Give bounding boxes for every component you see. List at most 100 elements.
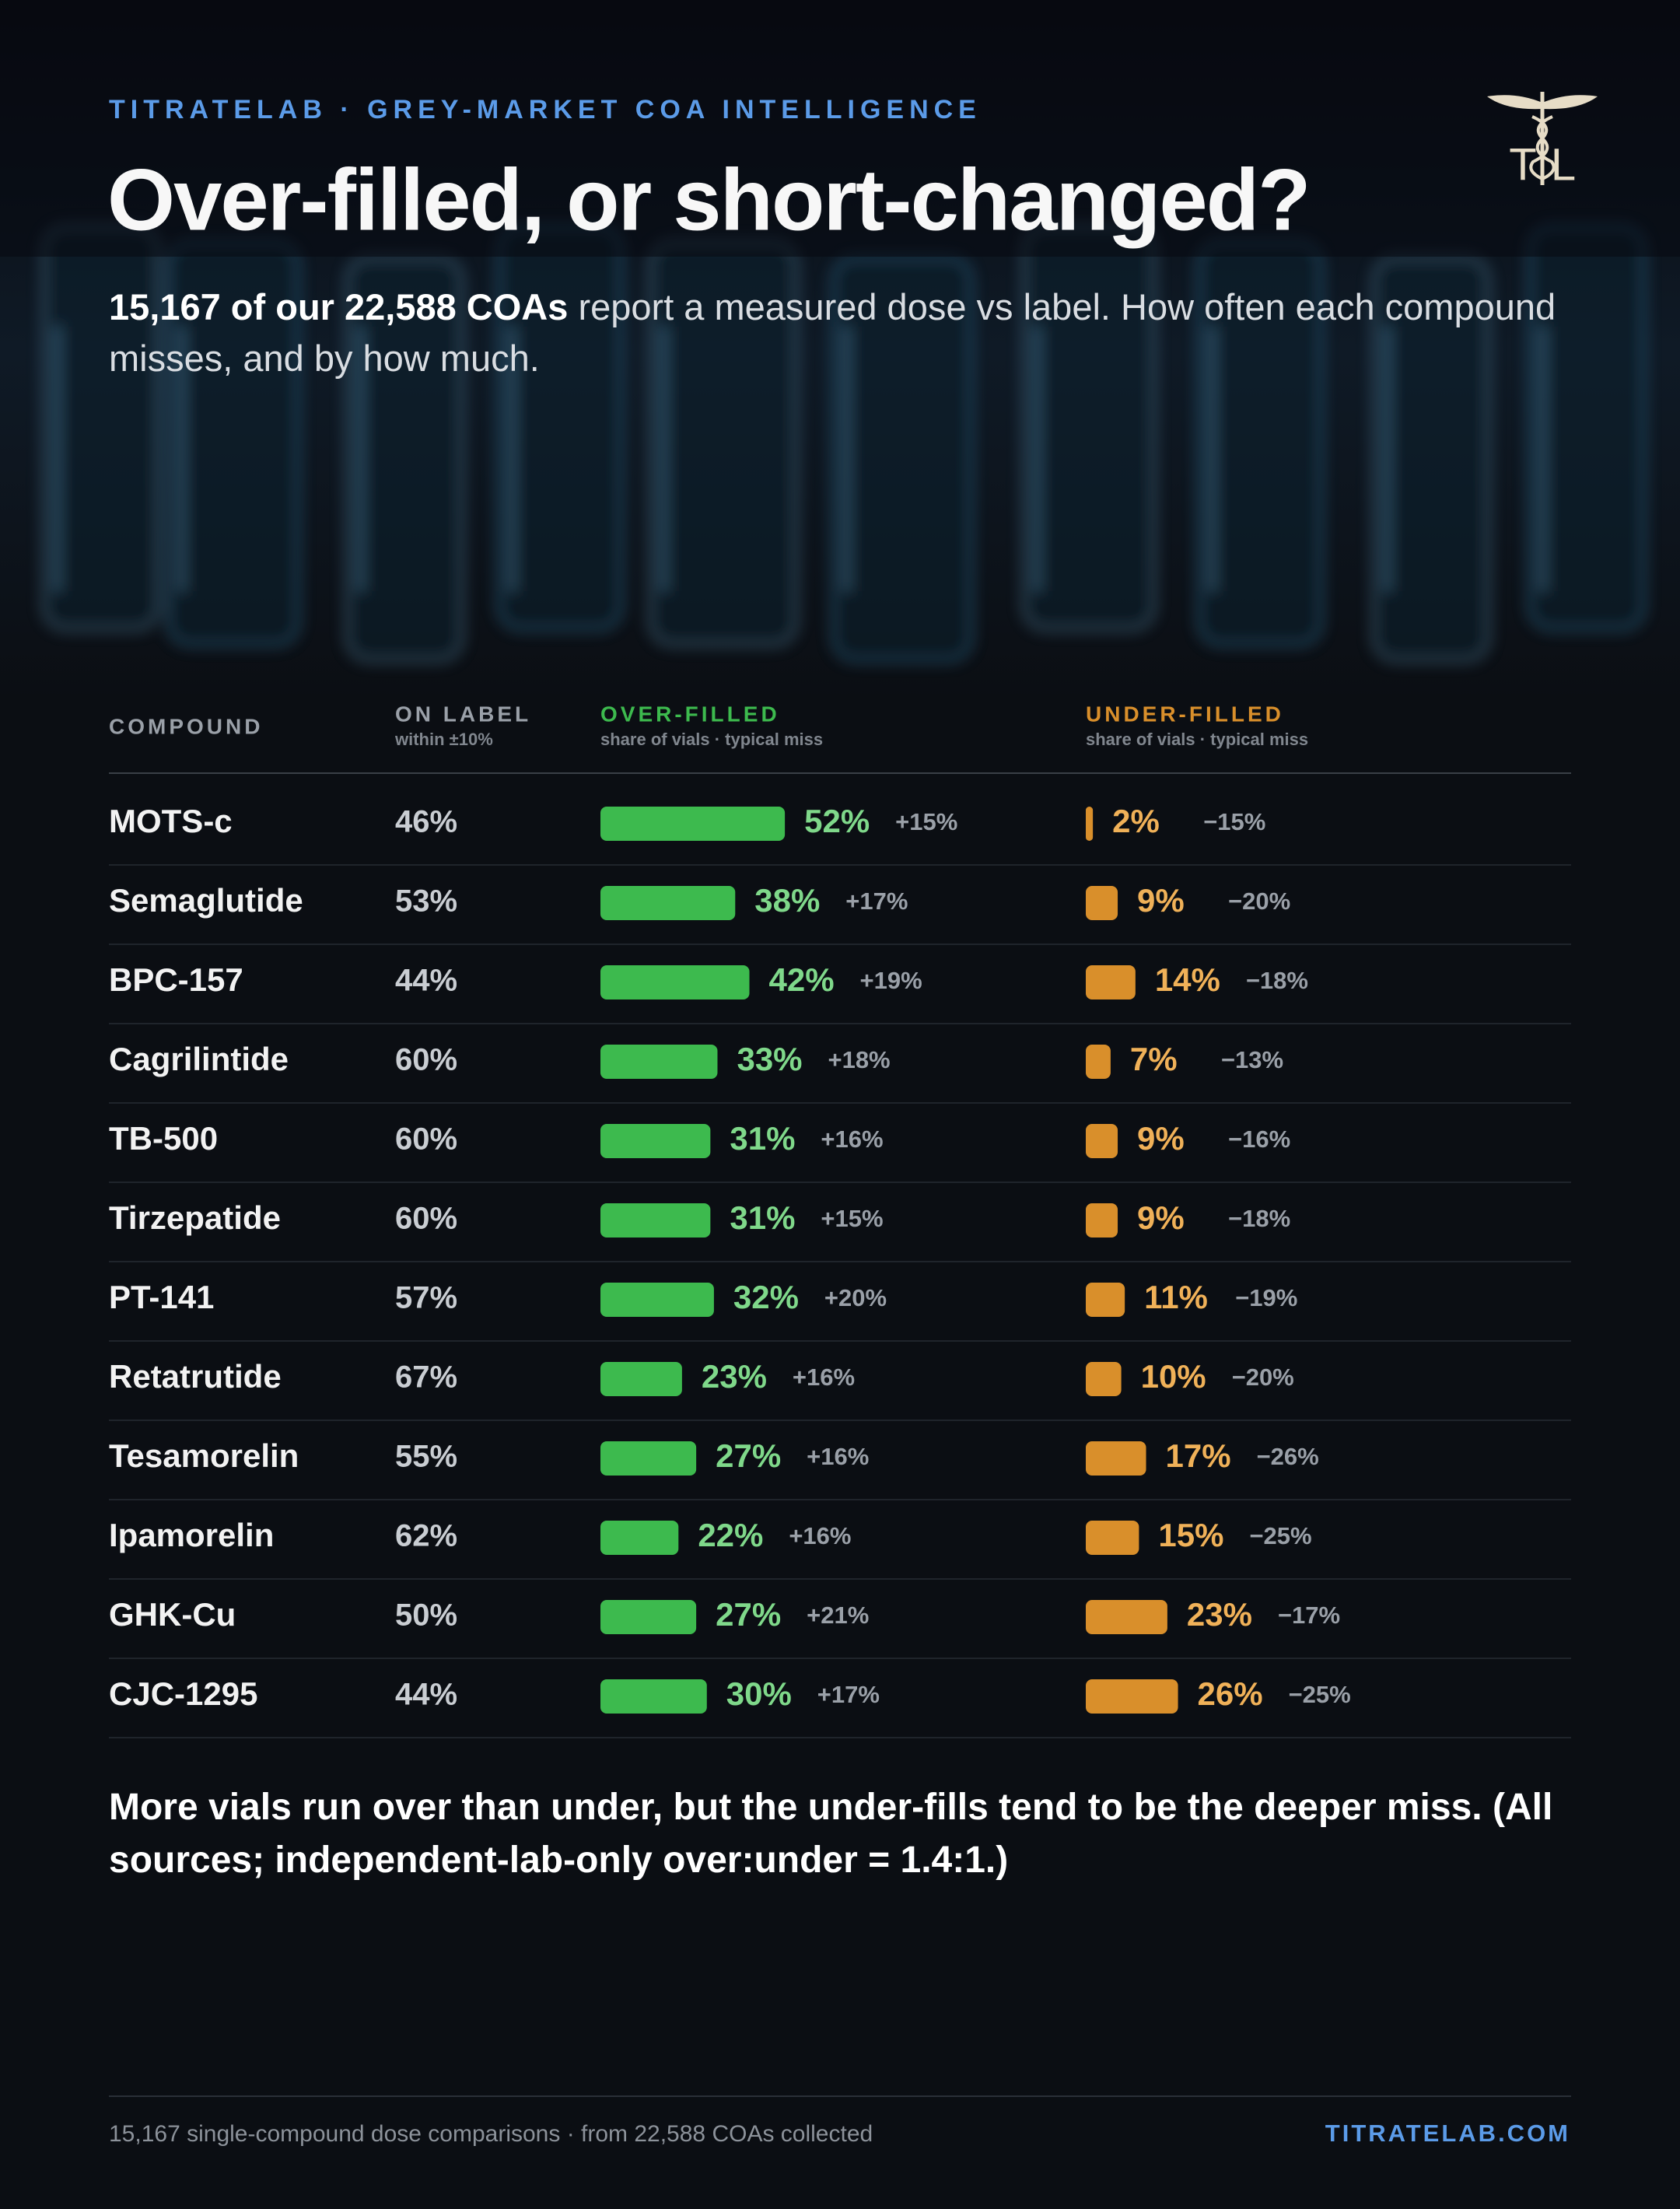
miss-label: +17% — [817, 1681, 880, 1708]
miss-label: −16% — [1228, 1126, 1290, 1153]
bar — [1086, 1362, 1122, 1396]
bar-label: 38% — [754, 882, 820, 919]
bar — [600, 1124, 711, 1158]
miss-label: +16% — [789, 1522, 851, 1549]
column-note: share of vials · typical miss — [600, 730, 823, 749]
bar-label: 27% — [716, 1596, 781, 1633]
miss-label: −26% — [1257, 1443, 1319, 1470]
on-label-value: 62% — [395, 1519, 457, 1553]
miss-label: +20% — [824, 1284, 887, 1311]
miss-label: −25% — [1289, 1681, 1351, 1708]
miss-label: +21% — [807, 1602, 869, 1629]
on-label-value: 57% — [395, 1281, 457, 1315]
miss-label: −20% — [1232, 1364, 1294, 1391]
miss-label: +18% — [828, 1046, 890, 1073]
column-header: OVER-FILLED — [600, 702, 780, 726]
on-label-value: 44% — [395, 1678, 457, 1712]
miss-label: −15% — [1203, 808, 1265, 835]
bar — [600, 886, 736, 920]
bar — [1086, 1203, 1118, 1238]
bar — [600, 1203, 711, 1238]
miss-label: −19% — [1235, 1284, 1297, 1311]
on-label-value: 55% — [395, 1440, 457, 1474]
bar-label: 42% — [769, 961, 835, 998]
miss-label: −20% — [1228, 887, 1290, 915]
on-label-value: 67% — [395, 1360, 457, 1395]
compound-name: Tesamorelin — [109, 1437, 299, 1474]
bar — [600, 1521, 679, 1555]
compound-name: MOTS-c — [109, 803, 233, 839]
bar — [1086, 1600, 1167, 1634]
logo-snake — [1529, 115, 1553, 180]
compound-name: Tirzepatide — [109, 1199, 281, 1236]
vial-photo — [40, 223, 1647, 663]
bar — [600, 807, 786, 841]
vial-highlight — [1539, 327, 1545, 591]
bar-label: 9% — [1137, 1199, 1185, 1236]
bar — [1086, 1441, 1146, 1476]
vial-highlight — [509, 327, 515, 591]
bar — [1086, 1679, 1178, 1714]
bar-label: 32% — [733, 1279, 799, 1315]
on-label-value: 50% — [395, 1598, 457, 1633]
column-note: within ±10% — [394, 730, 493, 749]
subtitle: 15,167 of our 22,588 COAs report a measu… — [109, 282, 1571, 384]
bar — [600, 1045, 718, 1079]
vial-highlight — [1034, 327, 1040, 591]
bar-label: 23% — [702, 1358, 767, 1395]
subtitle-text: report a measured dose vs label. How oft… — [109, 286, 1556, 379]
vial-highlight — [178, 327, 184, 591]
footer-site: TITRATELAB.COM — [1325, 2120, 1570, 2147]
bar-label: 22% — [698, 1517, 763, 1553]
bar — [1086, 886, 1118, 920]
bar — [600, 965, 750, 999]
compound-name: GHK-Cu — [109, 1596, 236, 1633]
compound-name: Cagrilintide — [109, 1041, 289, 1077]
on-label-value: 53% — [395, 884, 457, 919]
column-header: COMPOUND — [109, 714, 263, 738]
miss-label: +15% — [821, 1205, 883, 1232]
miss-label: +16% — [821, 1126, 883, 1153]
bar — [1086, 1283, 1125, 1317]
on-label-value: 60% — [395, 1043, 457, 1077]
bar-label: 33% — [737, 1041, 802, 1077]
vial-highlight — [843, 327, 849, 591]
miss-label: −13% — [1221, 1046, 1283, 1073]
bar-label: 10% — [1141, 1358, 1206, 1395]
bar — [600, 1600, 697, 1634]
hero-shade — [0, 0, 1680, 257]
column-header: ON LABEL — [395, 702, 531, 726]
title: Over-filled, or short-changed? — [107, 152, 1310, 249]
compound-name: TB-500 — [109, 1120, 218, 1157]
miss-label: +16% — [807, 1443, 869, 1470]
compound-name: Ipamorelin — [109, 1517, 274, 1553]
bar-label: 27% — [716, 1437, 781, 1474]
column-note: share of vials · typical miss — [1086, 730, 1308, 749]
bar-label: 52% — [804, 803, 870, 839]
compound-name: Semaglutide — [109, 882, 303, 919]
vial-highlight — [54, 327, 60, 591]
logo-letter: T — [1509, 139, 1536, 190]
brand: TITRATELAB · GREY-MARKET COA INTELLIGENC… — [109, 95, 982, 124]
compound-name: CJC-1295 — [109, 1675, 257, 1712]
column-header: UNDER-FILLED — [1086, 702, 1284, 726]
vial-highlight — [357, 327, 363, 591]
bar — [600, 1441, 697, 1476]
bar-label: 30% — [726, 1675, 792, 1712]
on-label-value: 46% — [395, 805, 457, 839]
compound-name: Retatrutide — [109, 1358, 282, 1395]
compound-name: BPC-157 — [109, 961, 243, 998]
bar — [1086, 965, 1136, 999]
bar-label: 9% — [1137, 1120, 1185, 1157]
bar-label: 14% — [1155, 961, 1220, 998]
miss-label: +19% — [860, 967, 922, 994]
bar — [600, 1283, 714, 1317]
footer-text: 15,167 single-compound dose comparisons … — [109, 2121, 873, 2147]
compound-name: PT-141 — [109, 1279, 214, 1315]
bar — [1086, 1521, 1139, 1555]
bar-label: 11% — [1144, 1279, 1208, 1315]
on-label-value: 60% — [395, 1202, 457, 1236]
